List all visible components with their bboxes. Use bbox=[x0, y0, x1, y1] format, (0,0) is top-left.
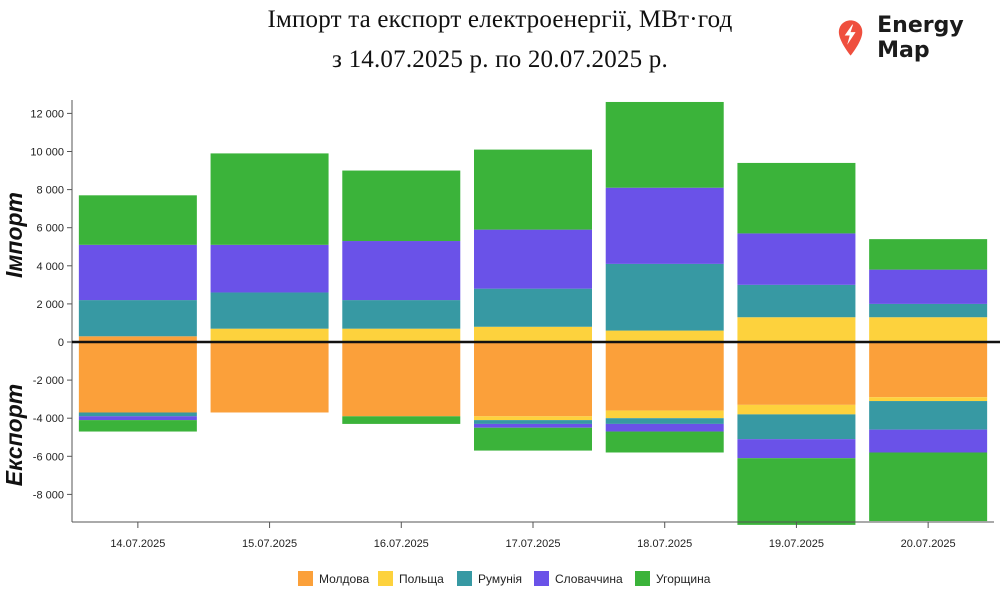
legend-swatch bbox=[457, 571, 472, 586]
bar-export-Румунія-20.07.2025 bbox=[869, 401, 988, 430]
chart-subtitle: з 14.07.2025 р. по 20.07.2025 р. bbox=[332, 46, 668, 73]
x-tick-label: 16.07.2025 bbox=[374, 538, 429, 550]
bar-import-Польща-19.07.2025 bbox=[737, 317, 856, 342]
y-tick-label: 8 000 bbox=[36, 185, 64, 197]
bar-import-Угорщина-17.07.2025 bbox=[474, 149, 592, 230]
bar-import-Румунія-15.07.2025 bbox=[210, 292, 329, 329]
bar-export-Угорщина-17.07.2025 bbox=[474, 427, 592, 451]
bar-export-Молдова-18.07.2025 bbox=[605, 342, 724, 411]
bar-import-Польща-15.07.2025 bbox=[210, 328, 329, 342]
y-tick-label: 0 bbox=[58, 337, 64, 349]
legend: Молдова Польща Румунія Словаччина Угорщина bbox=[298, 571, 711, 586]
y-tick-label: 2 000 bbox=[36, 299, 64, 311]
bar-import-Словаччина-16.07.2025 bbox=[342, 241, 461, 301]
bar-export-Румунія-18.07.2025 bbox=[605, 418, 724, 424]
x-tick-label: 14.07.2025 bbox=[110, 538, 165, 550]
bar-export-Угорщина-18.07.2025 bbox=[605, 431, 724, 453]
bar-import-Польща-18.07.2025 bbox=[605, 330, 724, 342]
legend-label: Угорщина bbox=[656, 572, 711, 586]
y-tick-label: -2 000 bbox=[33, 375, 64, 387]
y-tick-label: -8 000 bbox=[33, 489, 64, 501]
bar-import-Румунія-19.07.2025 bbox=[737, 284, 856, 318]
legend-label: Румунія bbox=[478, 572, 522, 586]
bar-export-Молдова-17.07.2025 bbox=[474, 342, 592, 417]
bar-export-Польща-20.07.2025 bbox=[869, 397, 988, 402]
legend-label: Польща bbox=[399, 572, 444, 586]
bar-export-Угорщина-19.07.2025 bbox=[737, 458, 856, 525]
bar-export-Польща-18.07.2025 bbox=[605, 410, 724, 419]
legend-swatch bbox=[298, 571, 313, 586]
chart-title: Імпорт та експорт електроенергії, МВт·го… bbox=[267, 6, 733, 33]
bar-import-Угорщина-14.07.2025 bbox=[78, 195, 197, 245]
bar-import-Угорщина-16.07.2025 bbox=[342, 170, 461, 242]
x-tick-label: 17.07.2025 bbox=[505, 538, 560, 550]
export-axis-label: Експорт bbox=[1, 384, 27, 486]
legend-swatch bbox=[378, 571, 393, 586]
bar-import-Польща-16.07.2025 bbox=[342, 328, 461, 342]
bar-export-Словаччина-19.07.2025 bbox=[737, 439, 856, 459]
bar-export-Угорщина-16.07.2025 bbox=[342, 416, 461, 424]
bar-export-Угорщина-20.07.2025 bbox=[869, 452, 988, 522]
y-tick-label: -6 000 bbox=[33, 451, 64, 463]
bar-import-Румунія-16.07.2025 bbox=[342, 300, 461, 329]
legend-label: Молдова bbox=[319, 572, 369, 586]
lightning-pin-icon bbox=[838, 20, 863, 56]
bar-export-Молдова-19.07.2025 bbox=[737, 342, 856, 405]
bar-import-Румунія-17.07.2025 bbox=[474, 288, 592, 327]
bar-import-Угорщина-19.07.2025 bbox=[737, 162, 856, 234]
bar-export-Молдова-16.07.2025 bbox=[342, 342, 461, 417]
bar-export-Словаччина-14.07.2025 bbox=[78, 416, 197, 421]
legend-label: Словаччина bbox=[555, 572, 623, 586]
bar-export-Молдова-14.07.2025 bbox=[78, 342, 197, 413]
y-tick-label: -4 000 bbox=[33, 413, 64, 425]
bar-export-Польща-17.07.2025 bbox=[474, 416, 592, 421]
bar-import-Угорщина-20.07.2025 bbox=[869, 239, 988, 270]
y-tick-label: 12 000 bbox=[30, 108, 64, 120]
y-axis: -8 000 -6 000 -4 000 -2 000 0 2 000 4 000 6 000… bbox=[30, 100, 73, 522]
bar-export-Румунія-19.07.2025 bbox=[737, 414, 856, 440]
bar-import-Молдова-14.07.2025 bbox=[78, 336, 197, 342]
bar-export-Словаччина-18.07.2025 bbox=[605, 423, 724, 432]
bar-import-Словаччина-15.07.2025 bbox=[210, 244, 329, 293]
bar-import-Польща-20.07.2025 bbox=[869, 317, 988, 342]
bar-import-Словаччина-20.07.2025 bbox=[869, 269, 988, 304]
bar-export-Словаччина-17.07.2025 bbox=[474, 423, 592, 428]
x-tick-label: 20.07.2025 bbox=[901, 538, 956, 550]
bar-import-Румунія-14.07.2025 bbox=[78, 300, 197, 337]
bar-export-Угорщина-14.07.2025 bbox=[78, 420, 197, 432]
y-tick-label: 4 000 bbox=[36, 261, 64, 273]
bar-export-Молдова-15.07.2025 bbox=[210, 342, 329, 413]
bar-import-Словаччина-17.07.2025 bbox=[474, 229, 592, 289]
import-axis-label: Імпорт bbox=[1, 192, 27, 278]
x-tick-label: 19.07.2025 bbox=[769, 538, 824, 550]
bar-export-Польща-19.07.2025 bbox=[737, 404, 856, 415]
bar-export-Румунія-14.07.2025 bbox=[78, 412, 197, 417]
bar-import-Словаччина-19.07.2025 bbox=[737, 233, 856, 285]
bar-import-Угорщина-15.07.2025 bbox=[210, 153, 329, 245]
bar-export-Молдова-20.07.2025 bbox=[869, 342, 988, 398]
bar-import-Угорщина-18.07.2025 bbox=[605, 101, 724, 188]
legend-swatch bbox=[534, 571, 549, 586]
y-tick-label: 6 000 bbox=[36, 223, 64, 235]
x-tick-label: 18.07.2025 bbox=[637, 538, 692, 550]
brand-logo: Energy Map bbox=[838, 8, 1000, 68]
x-tick-label: 15.07.2025 bbox=[242, 538, 297, 550]
bars bbox=[72, 101, 1000, 525]
bar-import-Румунія-20.07.2025 bbox=[869, 303, 988, 318]
legend-swatch bbox=[635, 571, 650, 586]
brand-name: Energy Map bbox=[877, 13, 964, 63]
bar-import-Словаччина-18.07.2025 bbox=[605, 187, 724, 264]
bar-import-Польща-17.07.2025 bbox=[474, 326, 592, 342]
bar-export-Словаччина-20.07.2025 bbox=[869, 429, 988, 453]
y-tick-label: 10 000 bbox=[30, 147, 64, 159]
bar-import-Румунія-18.07.2025 bbox=[605, 263, 724, 331]
bar-export-Румунія-17.07.2025 bbox=[474, 420, 592, 424]
x-axis: 14.07.2025 15.07.2025 16.07.2025 17.07.2025… bbox=[72, 521, 994, 550]
bar-import-Словаччина-14.07.2025 bbox=[78, 244, 197, 301]
